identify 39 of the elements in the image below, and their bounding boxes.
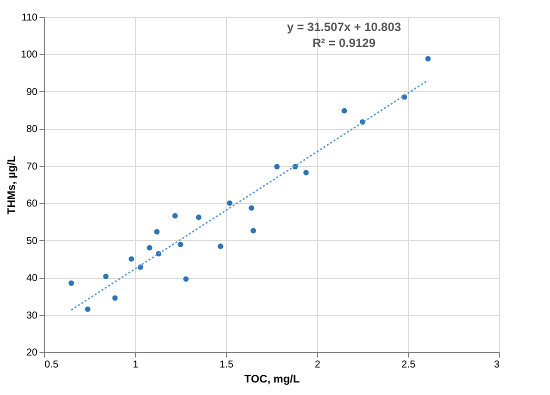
x-tick-label: 3 (494, 360, 500, 370)
y-tick-label: 40 (26, 273, 38, 284)
x-axis-title: TOC, mg/L (244, 374, 300, 386)
point (274, 164, 280, 170)
point (425, 56, 431, 62)
x-tick-label: 1.5 (220, 360, 234, 370)
y-tick-label: 90 (26, 86, 38, 98)
point (112, 295, 118, 301)
point (196, 214, 202, 220)
x-tick-label: 2 (314, 360, 321, 370)
point (248, 205, 254, 211)
point (128, 256, 134, 262)
point (226, 200, 232, 206)
y-tick-label: 60 (26, 198, 38, 210)
point (218, 244, 224, 250)
point (154, 229, 160, 235)
y-tick-label: 30 (26, 310, 38, 322)
annotation: y = 31.507x + 10.803 (286, 20, 402, 34)
point (178, 242, 184, 248)
point (342, 108, 348, 114)
y-tick-label: 20 (26, 348, 38, 358)
x-tick-label: 2.5 (402, 360, 416, 370)
y-tick-label: 50 (26, 236, 38, 247)
y-axis-title: THMs, µg/L (6, 155, 18, 214)
y-tick-label: 70 (26, 161, 38, 172)
y-tick-label: 100 (20, 50, 38, 61)
y-tick-label: 80 (26, 124, 38, 136)
annotation: R² = 0.9129 (312, 36, 376, 50)
y-tick-label: 110 (22, 12, 38, 24)
point (250, 228, 256, 234)
point (146, 245, 152, 251)
point (68, 280, 74, 286)
point (84, 306, 90, 312)
point (183, 276, 189, 282)
point (103, 274, 109, 280)
x-tick-label: 0.5 (44, 360, 59, 370)
point (172, 213, 178, 218)
point (303, 170, 309, 176)
x-tick-label: 1 (132, 360, 139, 370)
